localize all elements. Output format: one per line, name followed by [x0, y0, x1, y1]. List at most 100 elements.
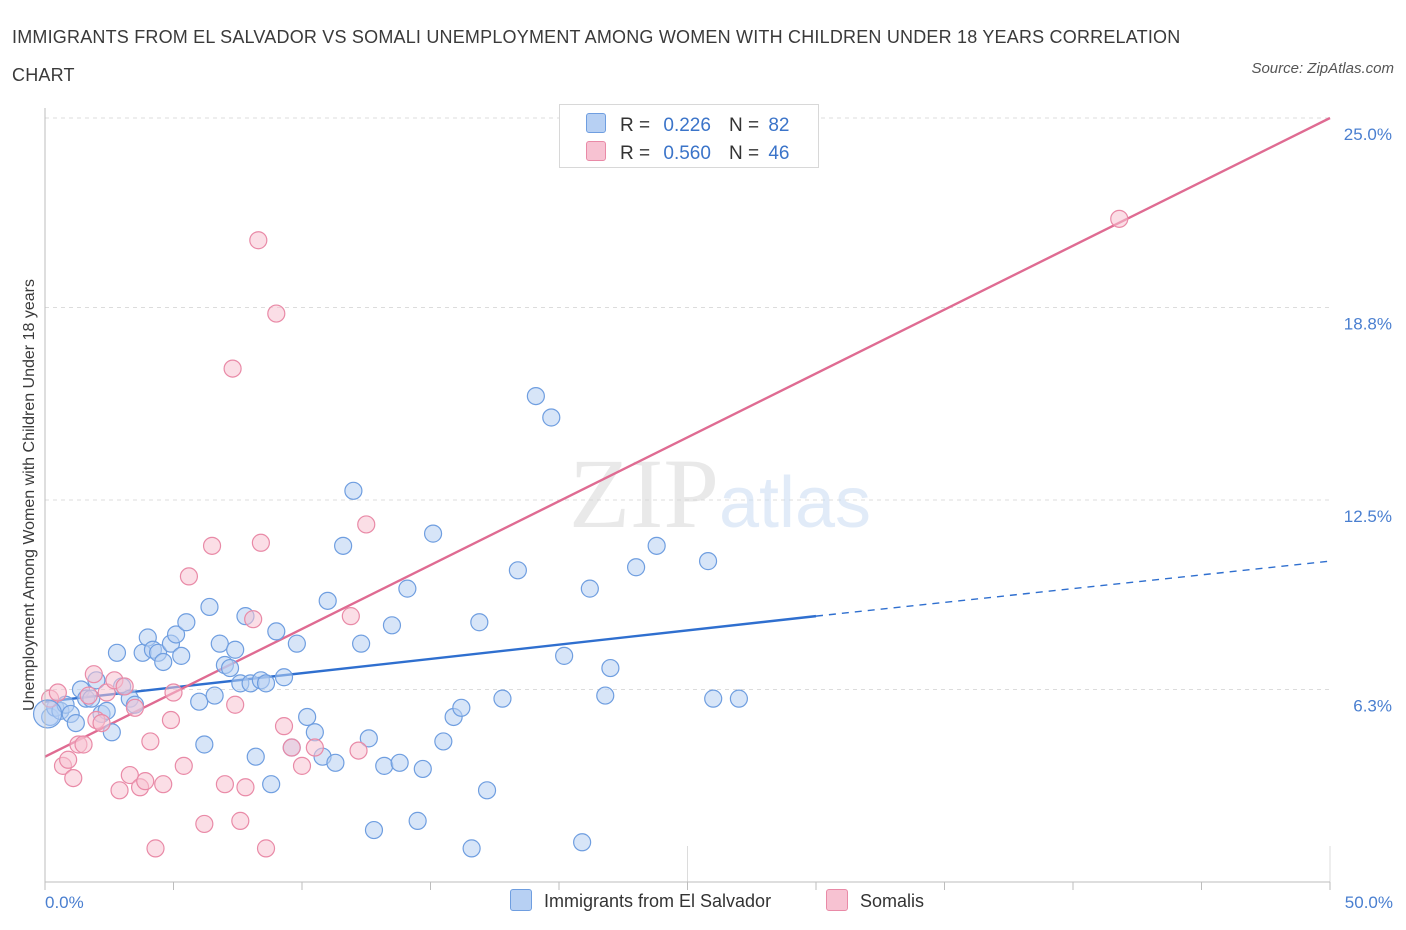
point-el-salvador — [298, 707, 317, 727]
point-somali — [215, 775, 234, 794]
point-somali — [357, 515, 376, 534]
point-somali — [59, 750, 78, 769]
point-el-salvador — [626, 558, 646, 577]
point-el-salvador — [318, 591, 337, 610]
y-tick-label: 18.8% — [1344, 314, 1392, 333]
point-el-salvador — [246, 747, 265, 766]
legend-swatch-pink — [586, 141, 606, 161]
point-el-salvador — [573, 833, 592, 852]
point-somali — [136, 772, 155, 791]
point-el-salvador — [334, 536, 353, 555]
source-label: Source: ZipAtlas.com — [1251, 60, 1394, 77]
point-el-salvador — [287, 634, 306, 653]
point-el-salvador — [375, 756, 394, 775]
series-name-el-salvador: Immigrants from El Salvador — [544, 891, 772, 911]
point-el-salvador — [352, 634, 371, 653]
point-el-salvador — [434, 732, 453, 751]
point-somali — [179, 567, 199, 586]
legend-r-value: 0.560 — [663, 143, 711, 164]
y-tick-label: 6.3% — [1353, 696, 1392, 715]
point-el-salvador — [107, 643, 127, 662]
chart-title: IMMIGRANTS FROM EL SALVADOR VS SOMALI UN… — [12, 27, 1181, 85]
point-el-salvador — [256, 674, 276, 693]
point-el-salvador — [698, 552, 718, 571]
point-el-salvador — [326, 753, 345, 772]
point-somali — [115, 677, 134, 696]
point-somali — [146, 839, 165, 858]
point-somali — [282, 738, 301, 757]
point-somali — [92, 713, 111, 733]
point-somali — [110, 781, 129, 800]
point-somali — [141, 732, 160, 751]
point-somali — [341, 607, 360, 626]
point-somali — [244, 610, 263, 629]
point-el-salvador — [195, 735, 214, 754]
point-el-salvador — [344, 481, 363, 500]
point-somali — [292, 756, 312, 775]
point-el-salvador — [555, 646, 574, 665]
legend-r-label: R = — [620, 143, 651, 164]
trendline-somali — [44, 116, 1331, 758]
axis-layer: 6.3% 12.5% 18.8% 25.0% 0.0% 50.0% — [44, 108, 1393, 912]
point-el-salvador-cluster — [32, 699, 63, 729]
point-el-salvador — [526, 386, 545, 406]
point-el-salvador — [359, 729, 378, 748]
point-el-salvador — [172, 646, 191, 665]
point-el-salvador — [205, 686, 224, 705]
point-el-salvador — [704, 689, 723, 708]
point-somali — [236, 778, 255, 797]
legend-n-label: N = — [728, 115, 760, 136]
point-somali — [251, 533, 270, 552]
legend-row-somalis: R = 0.560 N = 46 — [586, 141, 789, 165]
point-somali — [125, 698, 145, 717]
point-somali — [267, 304, 286, 323]
point-somali — [174, 756, 193, 775]
point-el-salvador — [390, 753, 409, 772]
point-el-salvador — [154, 652, 173, 672]
point-el-salvador — [452, 698, 471, 717]
point-el-salvador — [200, 597, 219, 617]
point-el-salvador — [267, 622, 286, 641]
series-legend-somalis: Somalis — [826, 889, 924, 912]
point-el-salvador — [177, 613, 196, 632]
point-somali — [349, 741, 368, 760]
point-somali — [120, 765, 139, 785]
point-el-salvador — [382, 616, 402, 635]
watermark-atlas: atlas — [719, 463, 871, 543]
series-name-somalis: Somalis — [860, 891, 925, 911]
watermark-zip: ZIP — [569, 438, 719, 549]
series-swatch-pink — [826, 889, 848, 911]
point-somali — [305, 738, 324, 757]
point-somali — [79, 686, 98, 705]
point-somali — [84, 665, 103, 684]
point-el-salvador — [413, 759, 432, 779]
point-somali — [202, 536, 222, 555]
point-el-salvador — [470, 613, 489, 632]
point-el-salvador — [305, 723, 324, 742]
point-el-salvador — [190, 692, 209, 711]
point-el-salvador — [601, 658, 620, 678]
y-tick-label: 12.5% — [1344, 507, 1392, 526]
y-tick-label: 25.0% — [1344, 125, 1392, 144]
y-axis-label: Unemployment Among Women with Children U… — [21, 279, 38, 711]
point-el-salvador — [220, 658, 240, 678]
point-somali — [164, 683, 183, 702]
legend-n-value: 82 — [768, 115, 790, 136]
x-tick-label: 0.0% — [45, 893, 84, 912]
correlation-legend: R = 0.226 N = 82 R = 0.560 N = 46 — [559, 104, 819, 168]
point-somali — [256, 839, 276, 858]
legend-row-el-salvador: R = 0.226 N = 82 — [586, 113, 789, 137]
trend-layer — [44, 116, 1331, 758]
point-somali — [161, 710, 181, 730]
trendline-extension-el-salvador — [815, 560, 1331, 617]
point-el-salvador — [462, 839, 481, 858]
point-somali — [274, 717, 294, 736]
point-el-salvador — [226, 640, 245, 659]
point-somali — [48, 683, 67, 702]
point-somali — [1110, 209, 1129, 228]
point-somali — [249, 231, 268, 250]
point-el-salvador — [423, 524, 443, 543]
legend-swatch-blue — [586, 113, 606, 133]
point-somali — [231, 811, 250, 830]
